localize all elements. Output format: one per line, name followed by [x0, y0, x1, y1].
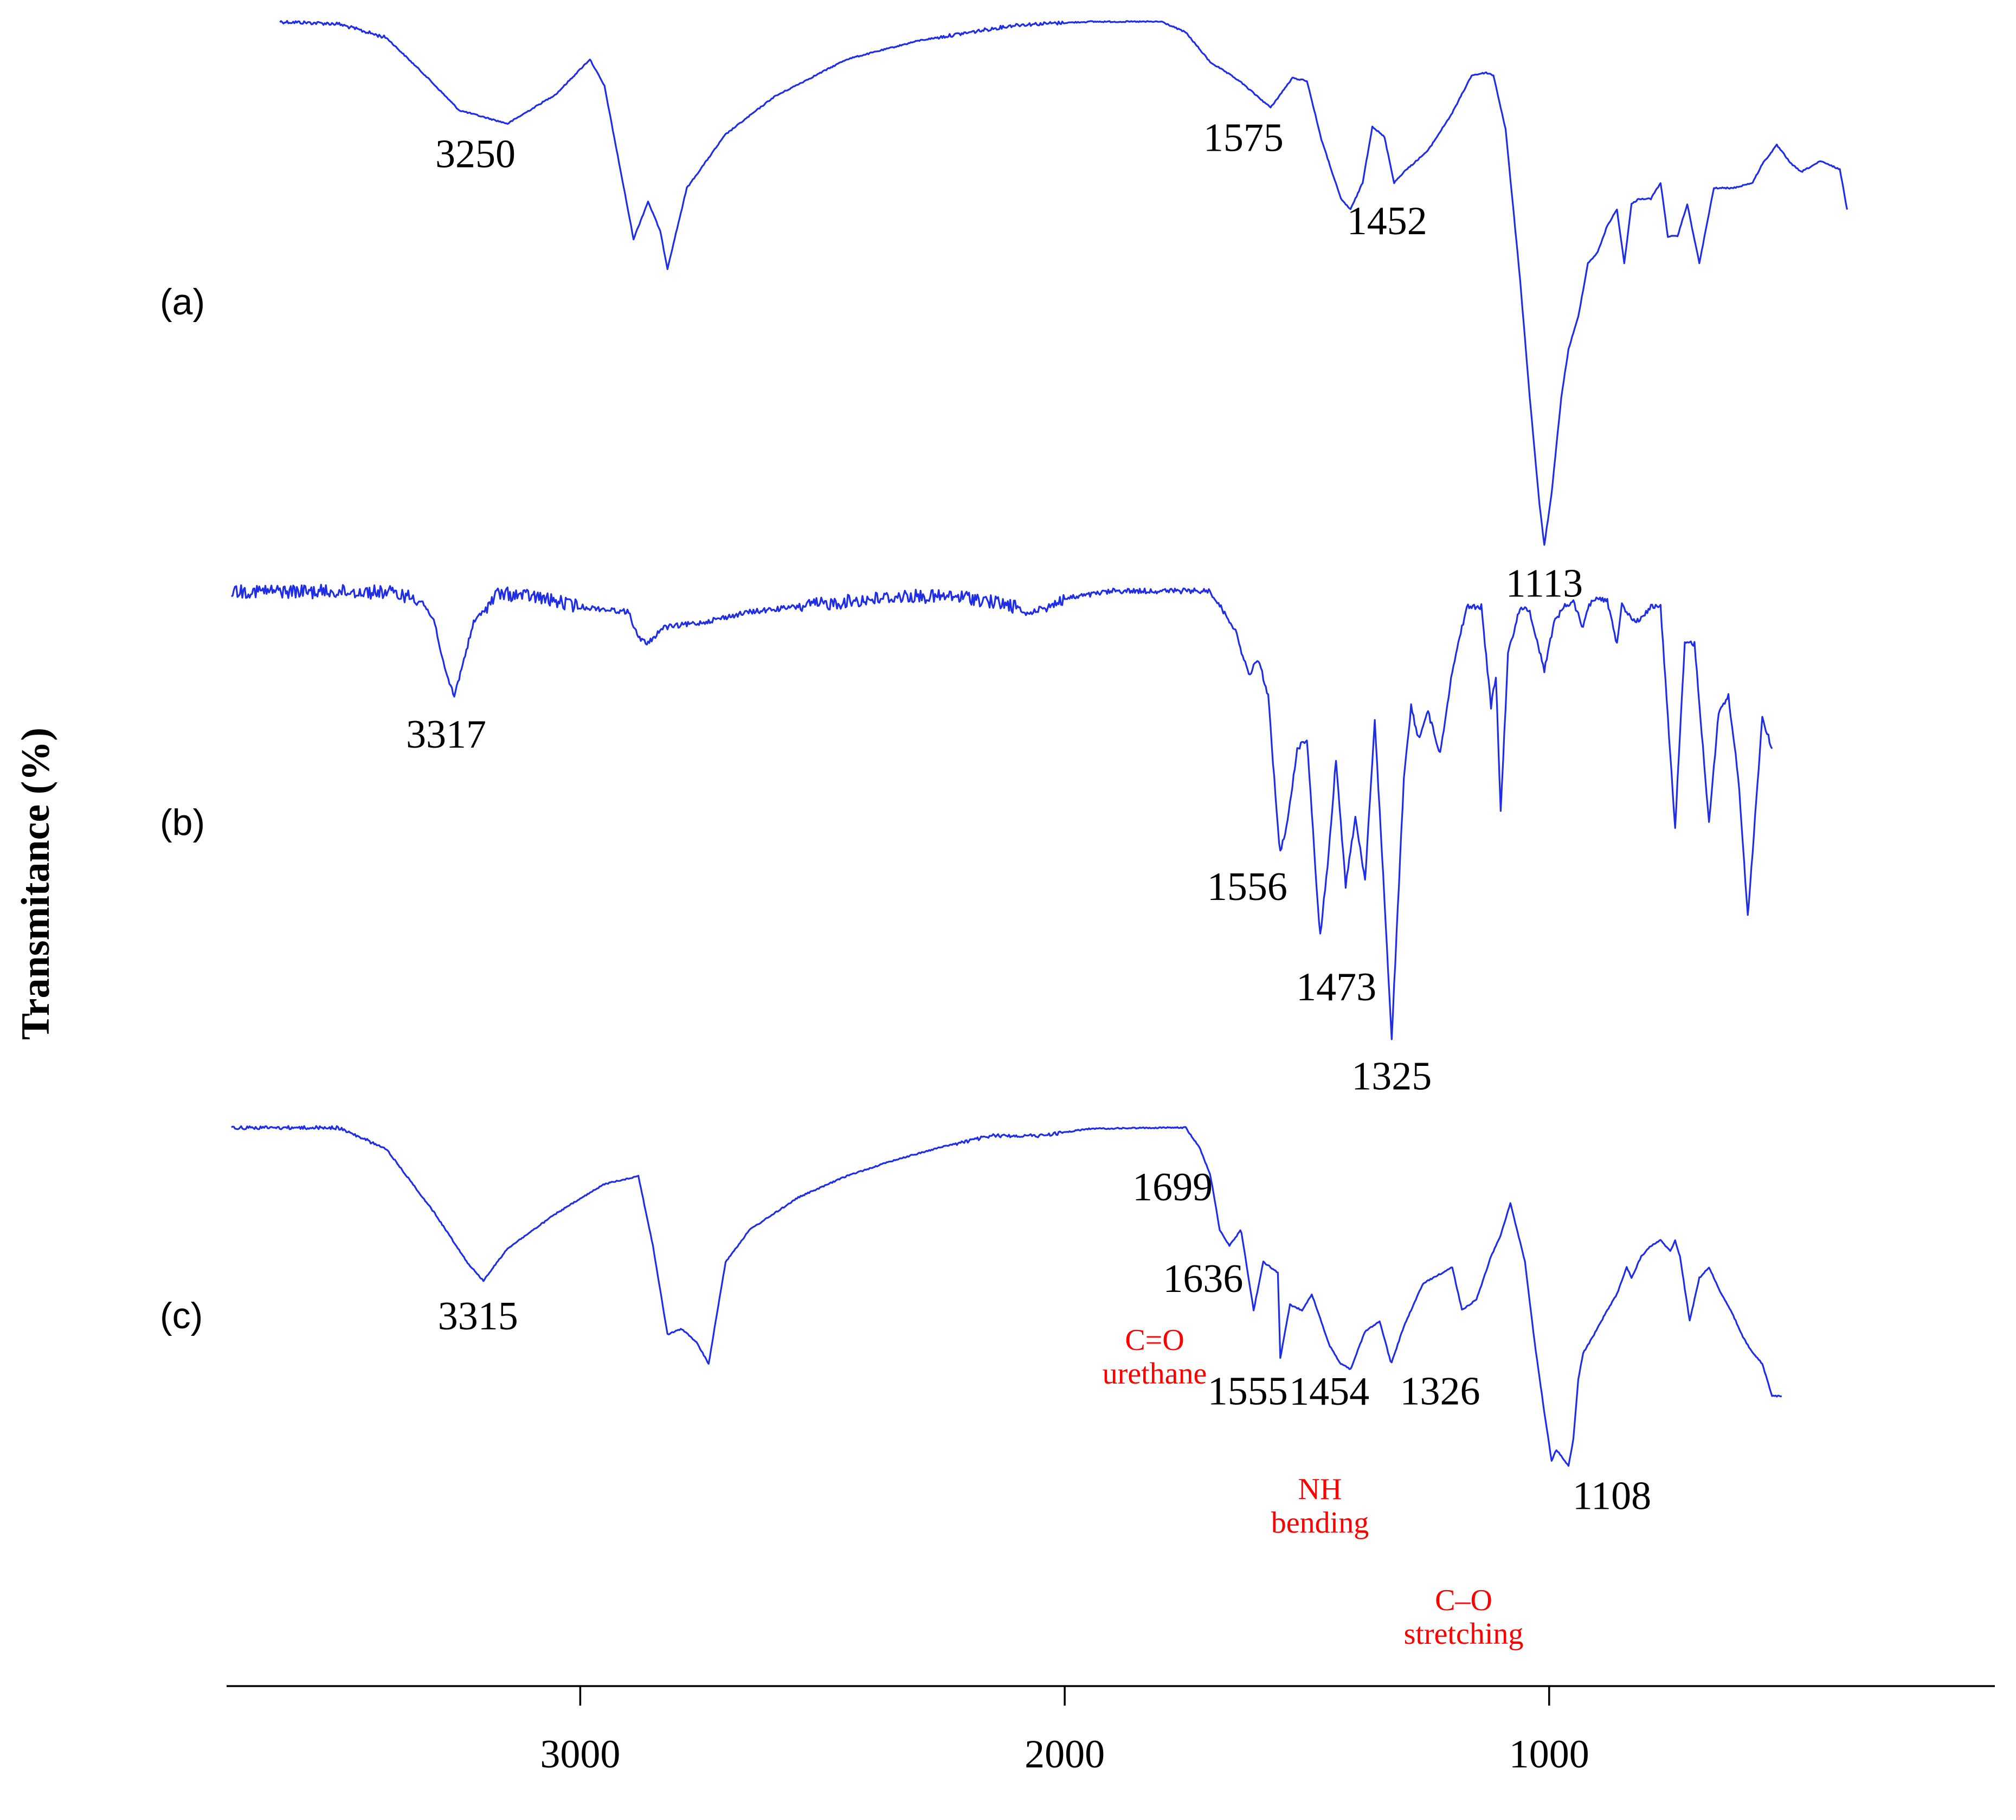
- spectrum-line-1: [279, 20, 1848, 546]
- x-tick-label: 3000: [540, 1732, 620, 1777]
- peak-label: 1699: [1132, 1165, 1213, 1210]
- panel-label-1: (a): [160, 281, 205, 323]
- band-annotation: C=O urethane: [1103, 1323, 1207, 1391]
- x-axis-ticks: 3000 2000 1000: [540, 1686, 1589, 1777]
- peak-label: 1326: [1400, 1369, 1480, 1414]
- peak-label: 1452: [1347, 199, 1427, 243]
- spectra-group: [230, 20, 1848, 1467]
- spectrum-line-2: [230, 583, 1773, 1040]
- band-annotation: NH bending: [1271, 1472, 1369, 1540]
- peak-label: 3315: [438, 1294, 518, 1339]
- peak-label: 1473: [1296, 965, 1376, 1009]
- peak-label: 1575: [1203, 115, 1284, 160]
- peak-label: 1555: [1208, 1369, 1288, 1414]
- y-axis-label: Transmitance (%): [14, 728, 58, 1040]
- peak-label: 1454: [1289, 1369, 1369, 1414]
- peak-label: 1108: [1573, 1474, 1651, 1519]
- panel-label-3: (c): [160, 1295, 203, 1336]
- panel-labels: (a) (b) (c): [160, 281, 205, 1336]
- peak-label: 1556: [1207, 865, 1287, 909]
- band-annotations: C=O urethane NH bending C–O stretching: [1103, 1323, 1524, 1651]
- x-tick-label: 2000: [1025, 1732, 1105, 1777]
- peak-label: 3250: [435, 132, 516, 176]
- peak-labels: 3250 1575 1452 1113 3317 1556 1473 1325 3315 1699…: [406, 115, 1651, 1518]
- peak-label: 1113: [1506, 561, 1583, 606]
- peak-label: 1325: [1351, 1054, 1432, 1099]
- peak-label: 3317: [406, 712, 486, 757]
- peak-label: 1636: [1163, 1257, 1243, 1301]
- x-tick-label: 1000: [1509, 1732, 1589, 1777]
- spectrum-line-3: [231, 1125, 1782, 1467]
- panel-label-2: (b): [160, 802, 205, 843]
- band-annotation: C–O stretching: [1404, 1584, 1524, 1651]
